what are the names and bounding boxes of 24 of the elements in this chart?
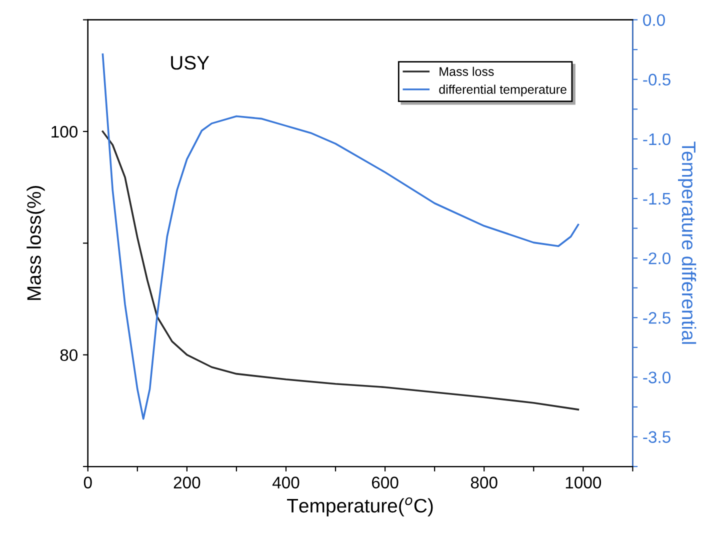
y2-tick-label: -2.5 bbox=[643, 312, 670, 324]
y2-tick-label: -1.0 bbox=[643, 133, 670, 146]
x-tick-label: 600 bbox=[372, 476, 398, 488]
x-tick-label: 800 bbox=[470, 476, 498, 488]
y2-tick-label: -0.5 bbox=[643, 74, 670, 86]
annotation: USY bbox=[171, 56, 210, 70]
y2-tick-label: -1.5 bbox=[643, 193, 670, 205]
x-tick-label: 400 bbox=[272, 476, 300, 488]
legend-label: Mass loss bbox=[440, 66, 494, 76]
y2-tick-label: -2.0 bbox=[643, 252, 670, 264]
line-series bbox=[102, 130, 580, 410]
y2-tick-label: -3.5 bbox=[643, 431, 670, 443]
x-tick-label: 0 bbox=[84, 476, 92, 488]
legend-label: differential temperature bbox=[439, 84, 566, 96]
y-tick-label: 80 bbox=[60, 349, 78, 362]
y-tick-label: 100 bbox=[52, 126, 78, 138]
x-axis-title: Temperature($^{o}$C) bbox=[287, 497, 433, 516]
x-tick-label: 1000 bbox=[566, 476, 602, 488]
x-tick-label: 200 bbox=[174, 476, 200, 488]
y2-tick-label: 0.0 bbox=[643, 14, 665, 26]
line-series bbox=[102, 53, 580, 420]
y-axis-title: Mass loss(%) bbox=[26, 186, 45, 300]
y2-tick-label: -3.0 bbox=[643, 372, 670, 384]
y2-axis-title: Temperature differential bbox=[678, 142, 696, 344]
